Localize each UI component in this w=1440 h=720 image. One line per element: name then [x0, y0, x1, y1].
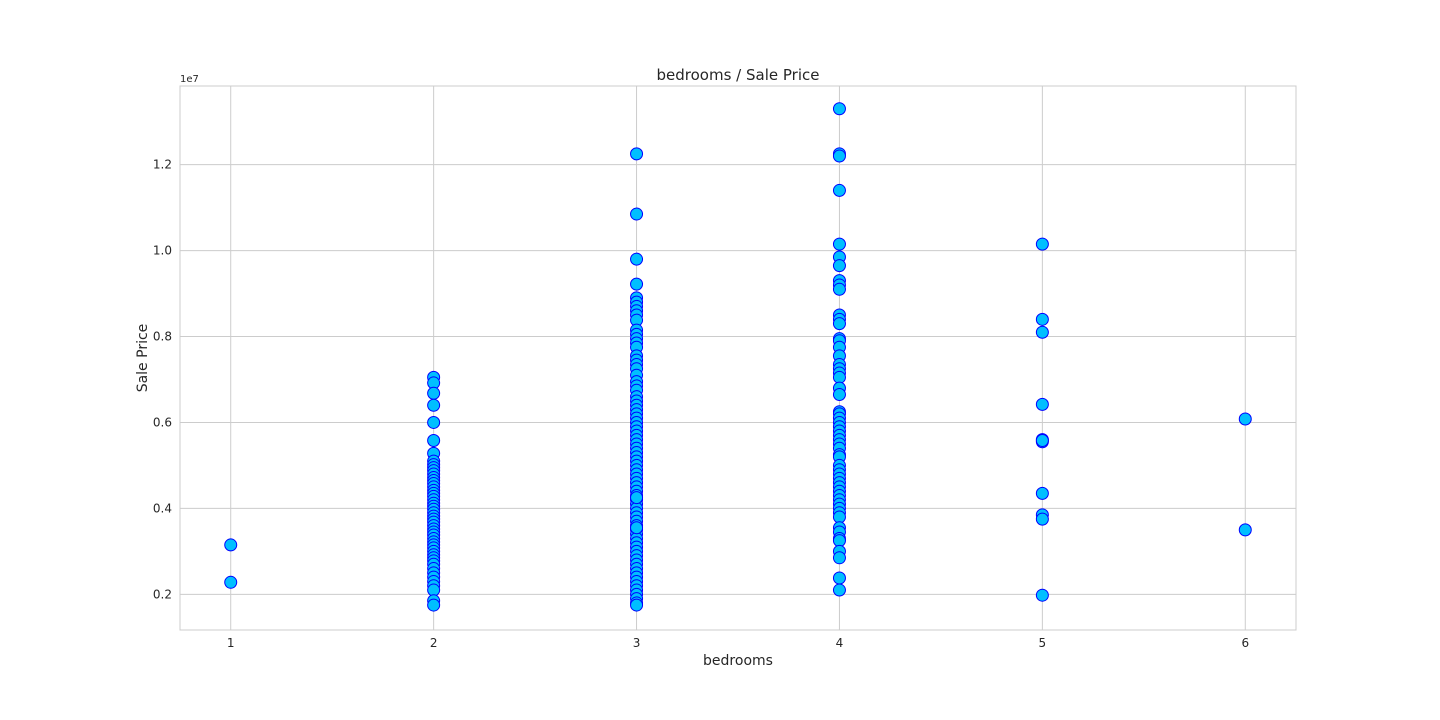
- data-point: [1035, 512, 1049, 526]
- data-point: [832, 388, 846, 402]
- data-point: [832, 102, 846, 116]
- data-point: [1035, 434, 1049, 448]
- data-point: [427, 415, 441, 429]
- y-tick-label: 0.2: [153, 587, 172, 601]
- data-point: [224, 575, 238, 589]
- y-axis-label: Sale Price: [135, 324, 151, 393]
- data-point: [427, 434, 441, 448]
- data-point: [1035, 588, 1049, 602]
- data-point: [832, 571, 846, 585]
- data-point: [630, 252, 644, 266]
- y-tick-label: 0.8: [153, 330, 172, 344]
- data-point: [630, 598, 644, 612]
- data-point: [427, 386, 441, 400]
- grid-lines: [180, 86, 1296, 630]
- x-tick-label: 4: [836, 636, 844, 650]
- data-point: [1238, 523, 1252, 537]
- plot-frame: [179, 85, 1297, 631]
- data-point: [427, 598, 441, 612]
- data-point: [832, 237, 846, 251]
- x-axis-label: bedrooms: [703, 653, 773, 669]
- data-point: [1035, 312, 1049, 326]
- data-point: [832, 282, 846, 296]
- y-tick-labels: 0.2 0.4 0.6 0.8 1.0 1.2: [153, 158, 172, 602]
- x-tick-label: 6: [1241, 636, 1249, 650]
- chart-title: bedrooms / Sale Price: [657, 66, 820, 84]
- data-point: [1238, 412, 1252, 426]
- data-point: [427, 398, 441, 412]
- data-point: [832, 183, 846, 197]
- y-tick-label: 0.4: [153, 501, 172, 515]
- data-point: [832, 317, 846, 331]
- data-point: [630, 277, 644, 291]
- y-axis-offset-label: 1e7: [180, 74, 199, 85]
- data-point: [630, 491, 644, 505]
- y-tick-label: 1.0: [153, 244, 172, 258]
- data-point: [1035, 237, 1049, 251]
- x-tick-label: 3: [633, 636, 641, 650]
- data-point: [832, 551, 846, 565]
- data-points: [224, 102, 1252, 612]
- data-point: [832, 259, 846, 273]
- y-tick-label: 0.6: [153, 415, 172, 429]
- x-tick-label: 5: [1039, 636, 1047, 650]
- x-tick-label: 1: [227, 636, 235, 650]
- data-point: [832, 149, 846, 163]
- data-point: [1035, 486, 1049, 500]
- data-point: [1035, 397, 1049, 411]
- data-point: [427, 583, 441, 597]
- x-tick-labels: 1 2 3 4 5 6: [227, 636, 1249, 650]
- data-point: [832, 534, 846, 548]
- y-tick-label: 1.2: [153, 158, 172, 172]
- x-tick-label: 2: [430, 636, 438, 650]
- data-point: [630, 147, 644, 161]
- data-point: [832, 370, 846, 384]
- data-point: [832, 583, 846, 597]
- data-point: [832, 510, 846, 524]
- data-point: [224, 538, 238, 552]
- data-point: [630, 521, 644, 535]
- data-point: [1035, 325, 1049, 339]
- data-point: [630, 207, 644, 221]
